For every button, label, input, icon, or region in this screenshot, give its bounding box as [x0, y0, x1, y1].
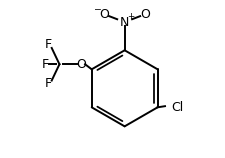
Text: O: O [76, 58, 86, 71]
Text: +: + [126, 12, 134, 21]
Text: O: O [139, 8, 149, 21]
Text: F: F [42, 58, 49, 71]
Text: F: F [45, 38, 52, 51]
Text: O: O [99, 8, 109, 21]
Text: Cl: Cl [171, 101, 183, 114]
Text: N: N [119, 16, 129, 29]
Text: F: F [45, 77, 52, 90]
Text: −: − [94, 4, 102, 13]
